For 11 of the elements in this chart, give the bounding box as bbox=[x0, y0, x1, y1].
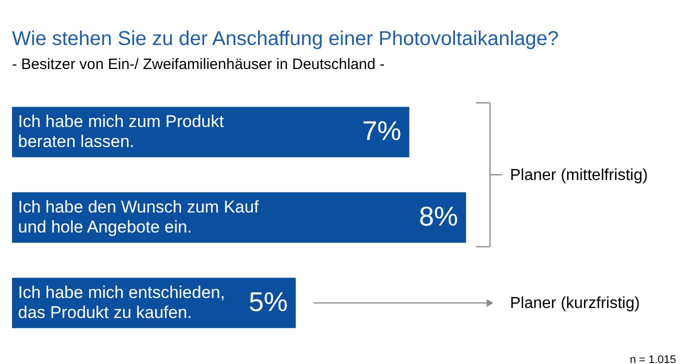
data-label: 8% bbox=[419, 202, 458, 232]
data-label: 7% bbox=[362, 116, 402, 146]
y-tick-label: Ich habe mich entschieden, das Produkt zu kaufen. bbox=[18, 282, 225, 322]
text: n = 1.015 bbox=[630, 354, 676, 364]
chart-subtitle: - Besitzer von Ein-/ Zweifamilienhäuser in Deutschland - bbox=[12, 56, 385, 73]
data-label: 5% bbox=[248, 286, 288, 317]
y-tick-label: Ich habe mich zum Produkt beraten lassen. bbox=[18, 112, 224, 152]
y-tick-label: Ich habe den Wunsch zum Kauf und hole Angebote ein. bbox=[18, 198, 259, 236]
chart-title: Wie stehen Sie zu der Anschaffung einer Photovoltaikanlage? bbox=[12, 28, 559, 50]
text: Planer (kurzfristig) bbox=[510, 294, 640, 312]
text: Planer (mittelfristig) bbox=[510, 166, 648, 184]
